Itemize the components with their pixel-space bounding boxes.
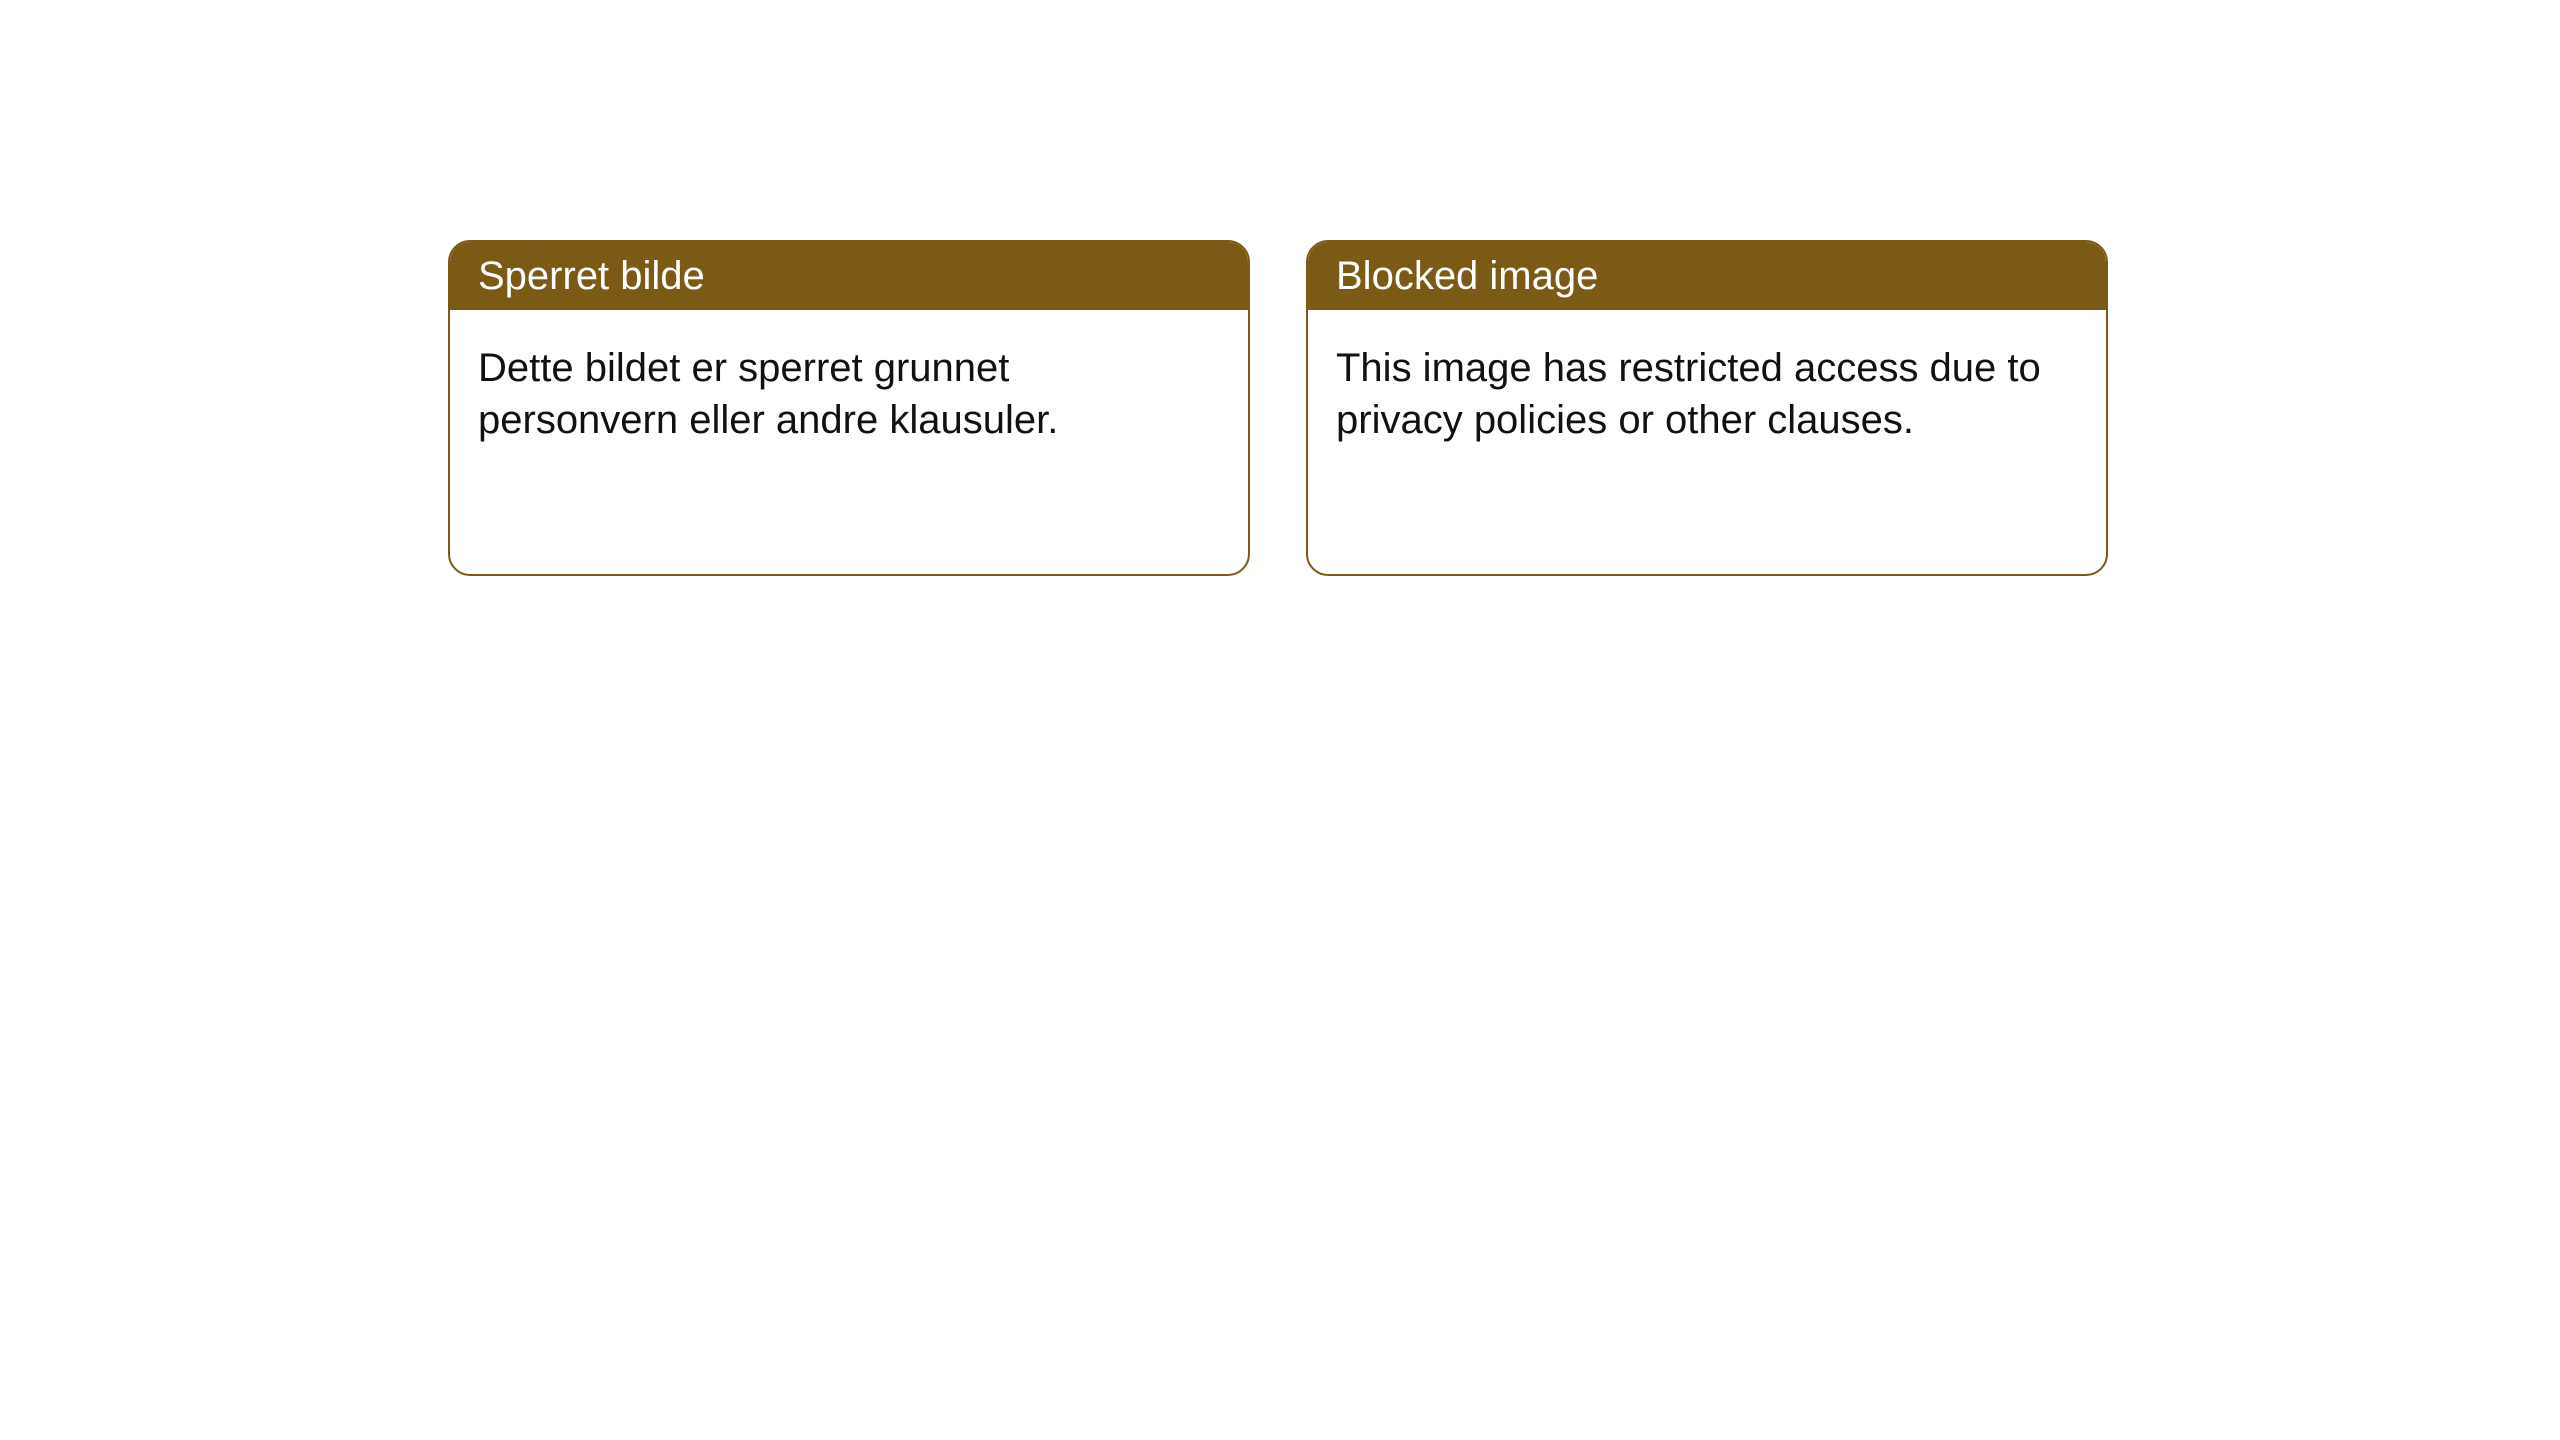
notice-card-title: Blocked image xyxy=(1308,242,2106,310)
notice-container: Sperret bilde Dette bildet er sperret gr… xyxy=(0,0,2560,576)
notice-card-title: Sperret bilde xyxy=(450,242,1248,310)
notice-card-body: Dette bildet er sperret grunnet personve… xyxy=(450,310,1248,574)
notice-card-body: This image has restricted access due to … xyxy=(1308,310,2106,574)
notice-card-no: Sperret bilde Dette bildet er sperret gr… xyxy=(448,240,1250,576)
notice-card-en: Blocked image This image has restricted … xyxy=(1306,240,2108,576)
